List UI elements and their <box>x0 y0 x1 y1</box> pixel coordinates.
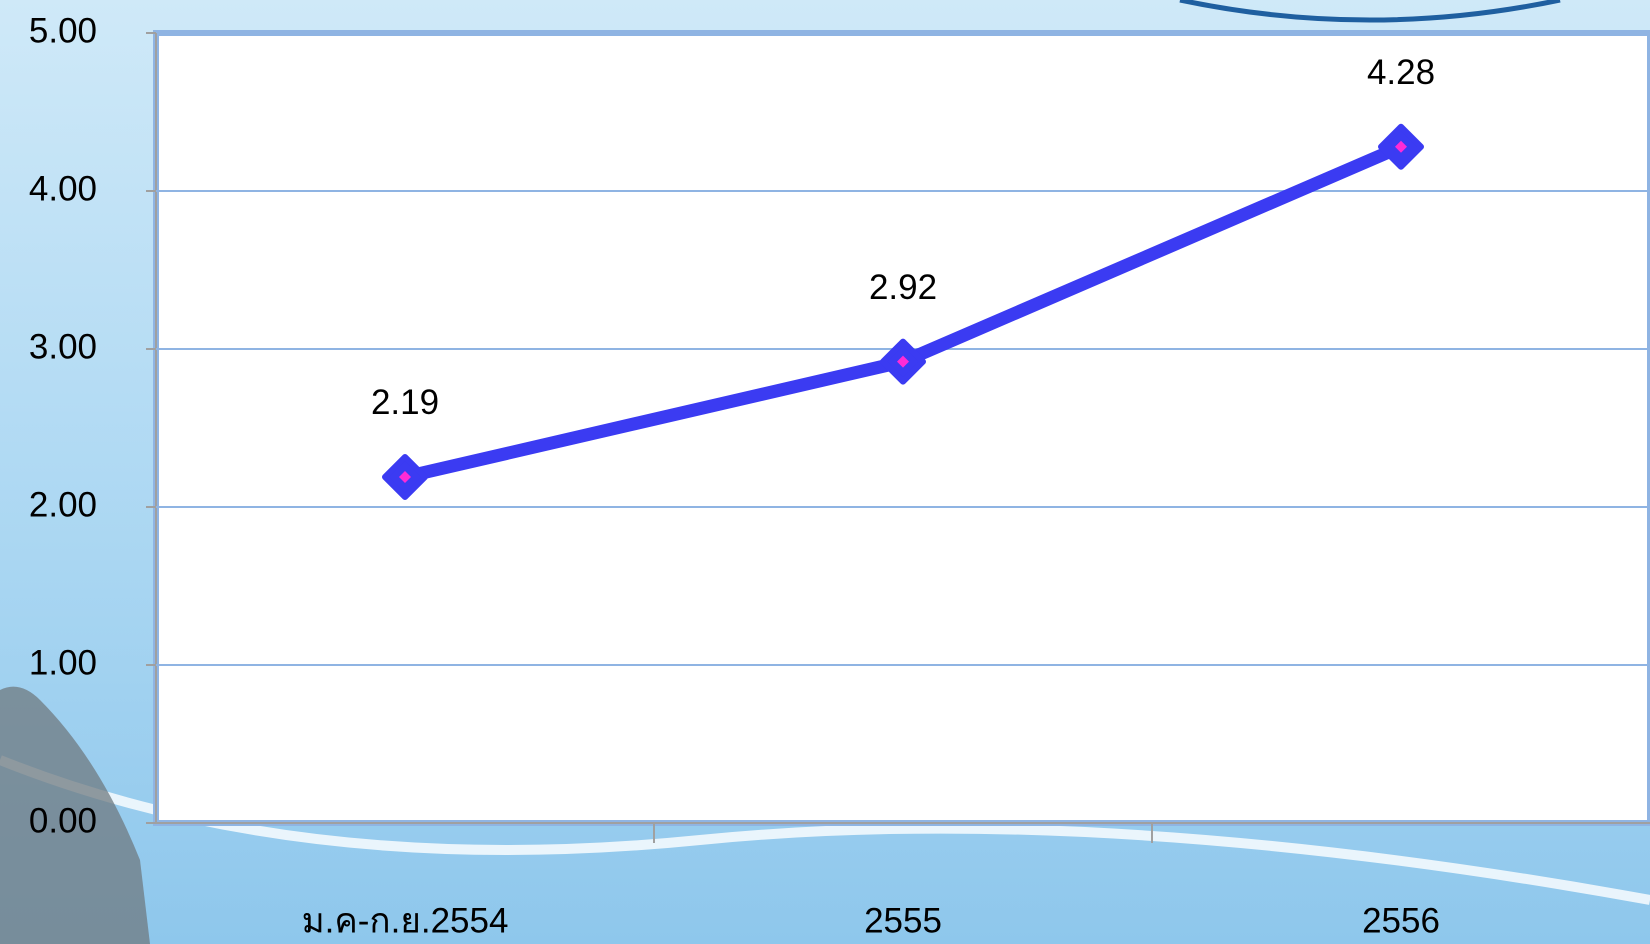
data-label: 2.92 <box>869 268 937 307</box>
plot-area <box>153 30 1650 826</box>
y-tick-label: 2.00 <box>29 485 97 524</box>
x-tick-label: 2556 <box>1362 901 1440 940</box>
y-tick-label: 5.00 <box>29 11 97 50</box>
marker-center <box>897 355 909 368</box>
x-tick-label: 2555 <box>864 901 942 940</box>
y-tick-label: 1.00 <box>29 643 97 682</box>
decor-wave <box>1179 0 1561 23</box>
marker-center <box>1395 140 1407 153</box>
marker-center <box>399 470 411 483</box>
data-label: 2.19 <box>371 383 439 422</box>
y-tick-label: 3.00 <box>29 327 97 366</box>
data-label: 4.28 <box>1367 53 1435 92</box>
y-tick-label: 0.00 <box>29 801 97 840</box>
x-tick-label: ม.ค-ก.ย.2554 <box>302 901 509 940</box>
decor-statue <box>0 686 150 944</box>
y-tick-label: 4.00 <box>29 169 97 208</box>
